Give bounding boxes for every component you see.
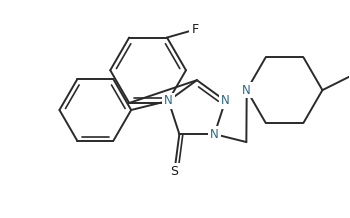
- Text: N: N: [210, 128, 219, 141]
- Text: N: N: [242, 84, 251, 97]
- Text: N: N: [221, 94, 230, 107]
- Text: S: S: [170, 165, 178, 178]
- Text: N: N: [164, 94, 173, 107]
- Text: F: F: [191, 23, 198, 36]
